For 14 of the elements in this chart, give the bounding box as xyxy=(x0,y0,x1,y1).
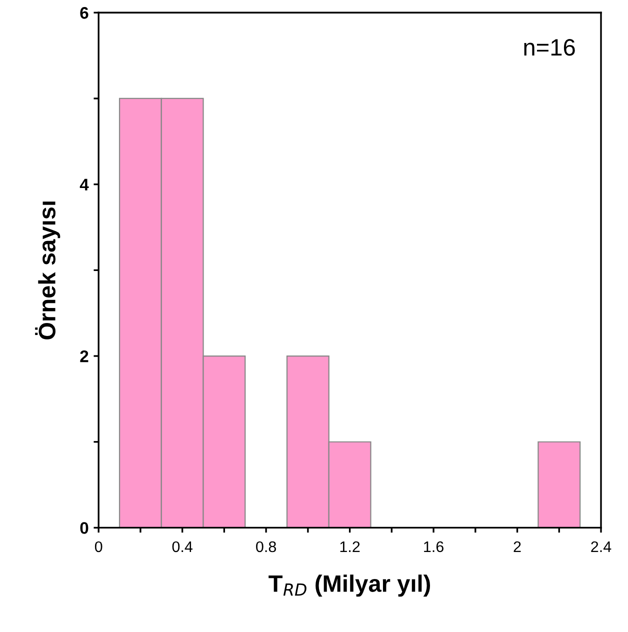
x-tick-label: 2.4 xyxy=(591,541,612,552)
y-tick-label: 0 xyxy=(80,522,88,534)
y-tick-label: 6 xyxy=(80,7,88,19)
x-tick-label: 0.8 xyxy=(256,541,276,552)
x-tick-label: 2 xyxy=(514,541,521,552)
x-tick-label: 0.4 xyxy=(172,541,192,552)
y-tick-label: 2 xyxy=(80,350,88,362)
x-tick-label: 1.6 xyxy=(424,541,444,552)
x-axis-title: T$_{RD}$ (Milyar yıl) xyxy=(268,574,430,597)
y-tick-label: 4 xyxy=(80,178,89,190)
y-axis-title: Örnek sayısı xyxy=(35,202,60,340)
x-tick-label: 1.2 xyxy=(340,541,360,552)
x-tick-label: 0 xyxy=(94,541,102,552)
annotation: n=16 xyxy=(524,39,575,56)
